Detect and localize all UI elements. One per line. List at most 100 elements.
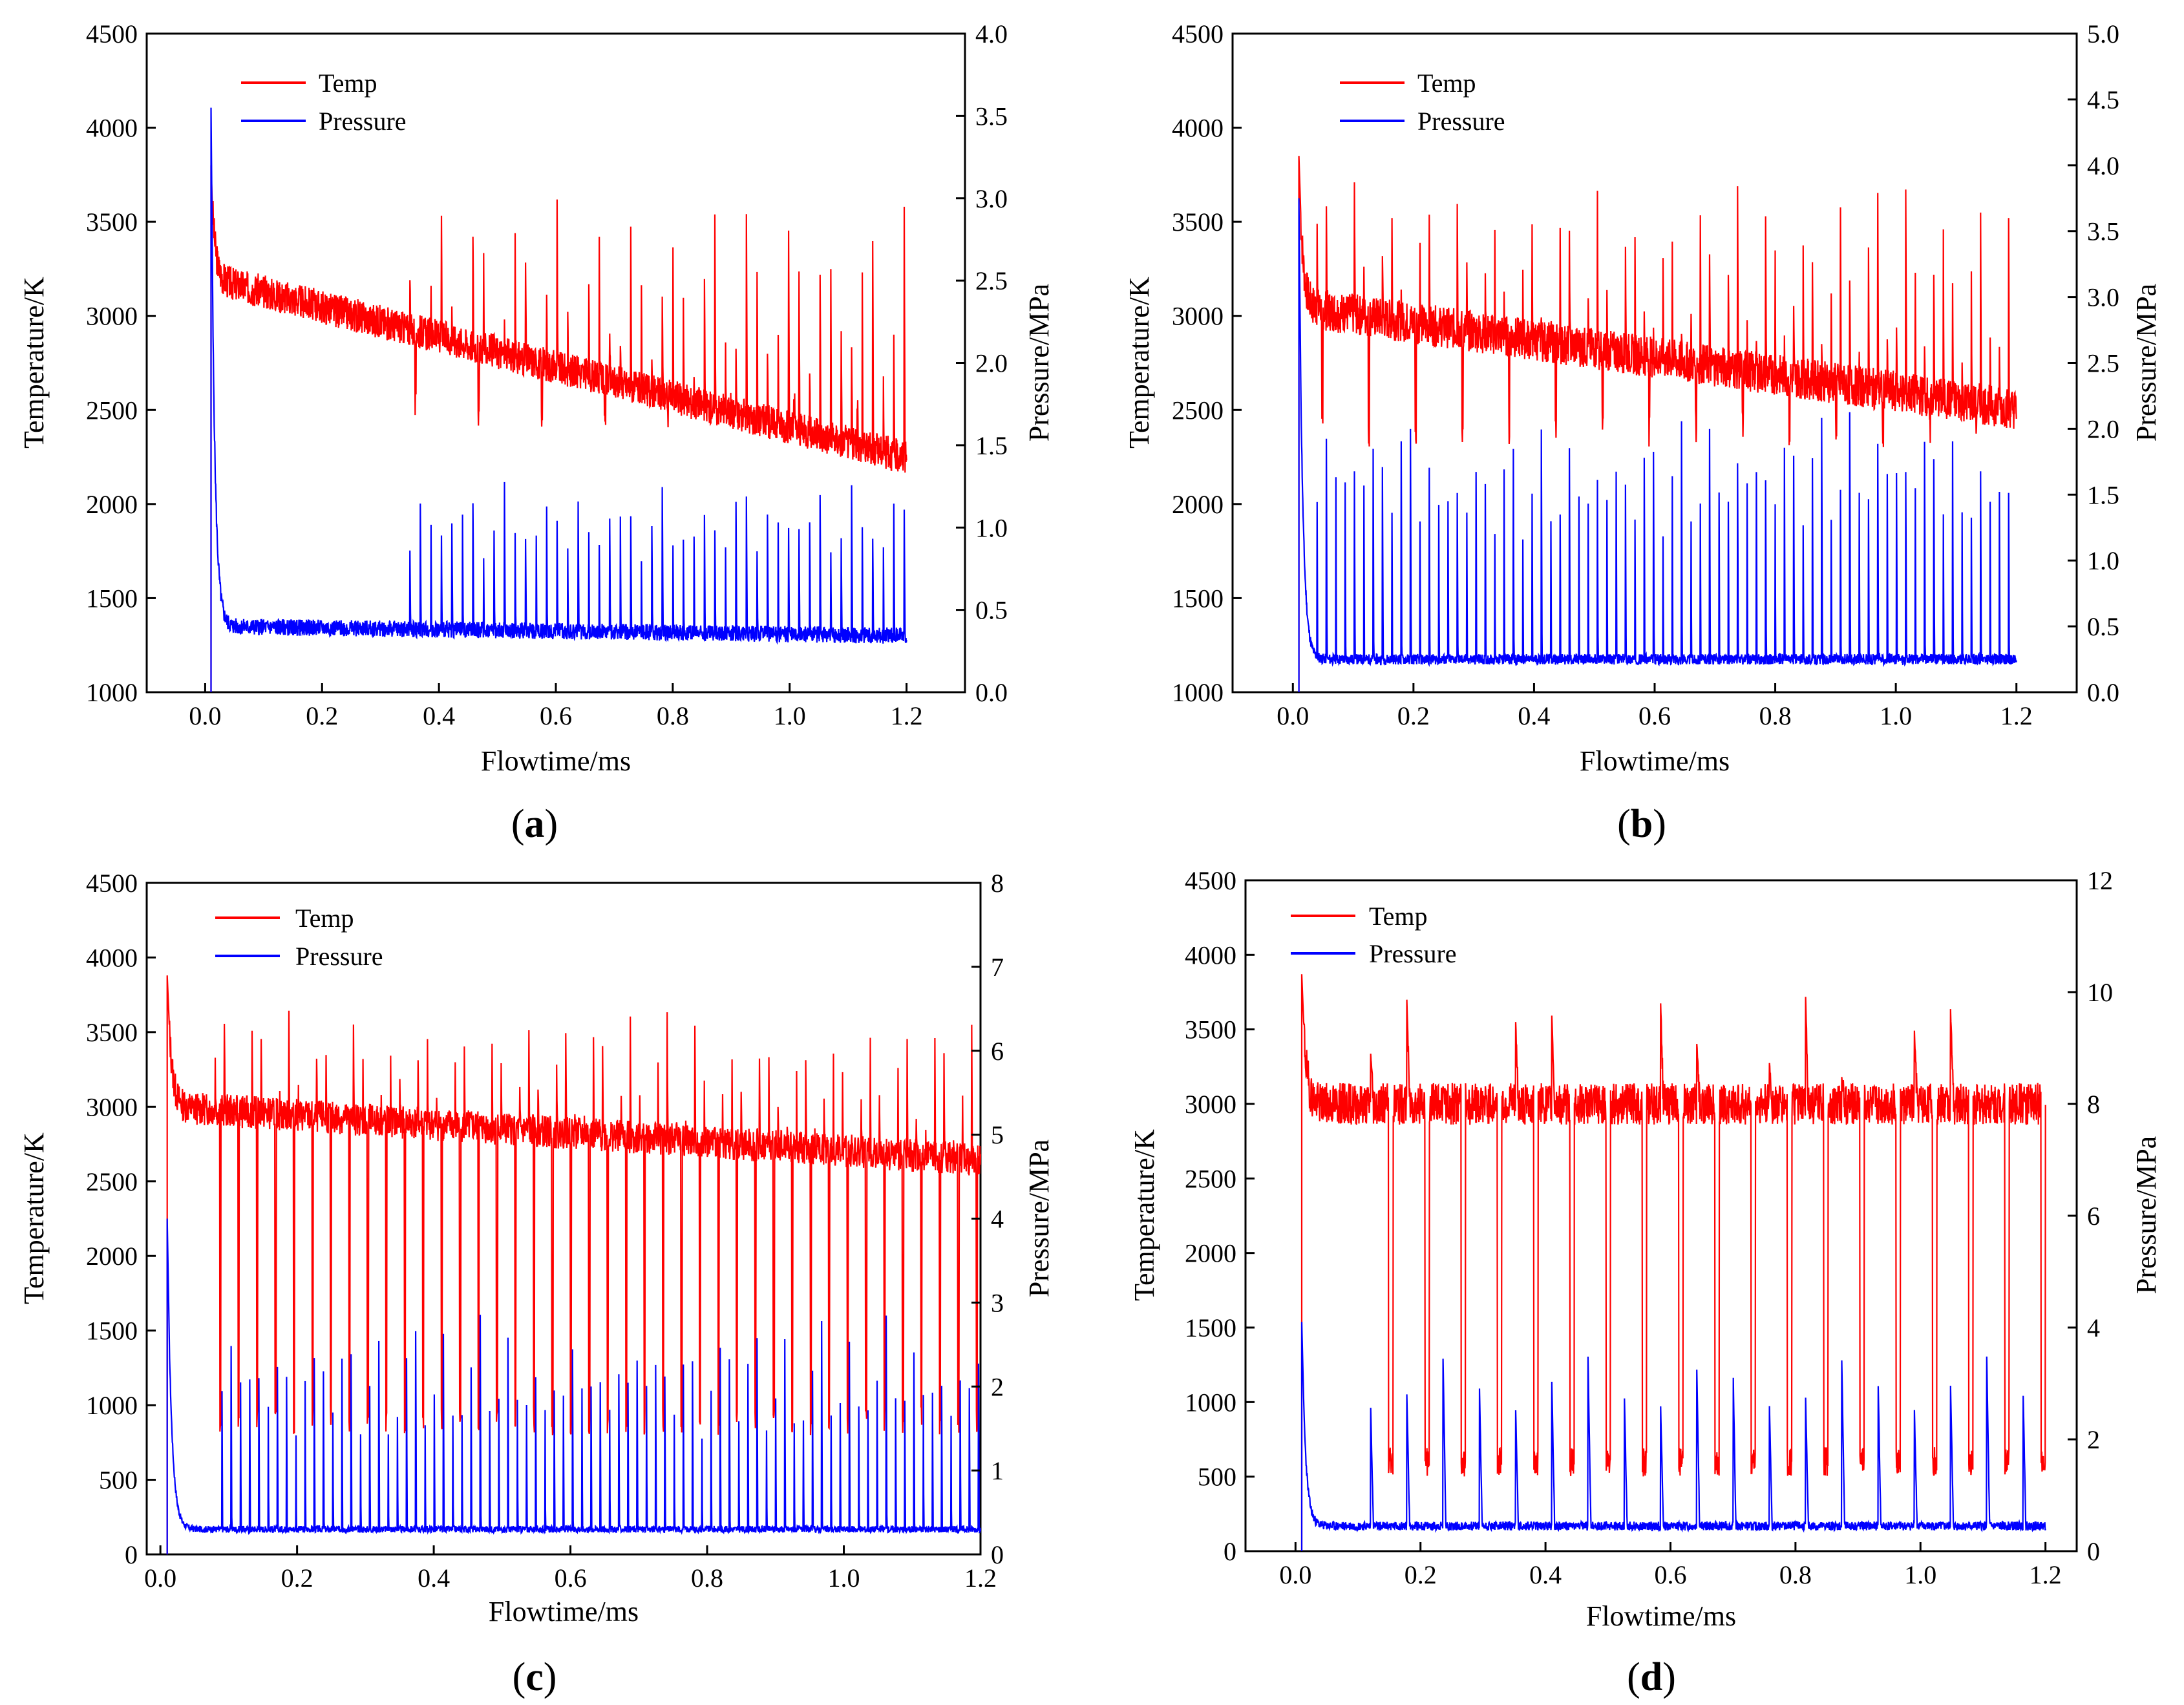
legend: Temp Pressure bbox=[215, 904, 383, 971]
y-tick-label: 1000 bbox=[1185, 1388, 1236, 1417]
y-tick-label: 3000 bbox=[1172, 302, 1224, 331]
y2-tick-label: 0.0 bbox=[2087, 678, 2119, 707]
y-tick-label: 2500 bbox=[1185, 1164, 1236, 1193]
x-axis-title: Flowtime/ms bbox=[1586, 1600, 1736, 1632]
panel-label: (b) bbox=[1617, 802, 1666, 846]
x-tick-label: 0.8 bbox=[1759, 701, 1792, 730]
x-tick-label: 0.0 bbox=[189, 701, 221, 730]
temp-series-line bbox=[1298, 156, 2017, 692]
y-tick-label: 3500 bbox=[1172, 207, 1224, 237]
y2-tick-label: 12 bbox=[2087, 866, 2113, 895]
x-tick-label: 1.2 bbox=[891, 701, 923, 730]
temp-series-line bbox=[1300, 974, 2046, 1551]
legend: Temp Pressure bbox=[1340, 69, 1505, 136]
pressure-series-line bbox=[1300, 1322, 2046, 1551]
y2-axis-title: Pressure/MPa bbox=[1023, 1139, 1055, 1297]
y-tick-label: 1000 bbox=[1172, 678, 1224, 707]
y2-tick-label: 0 bbox=[2087, 1537, 2100, 1566]
y-tick-label: 2500 bbox=[86, 396, 138, 425]
tick-layer: 0.0 0.2 0.4 0.6 0.8 1.0 1.2 1000 1500 2000 2500 300… bbox=[1172, 19, 2119, 730]
y-tick-label: 4000 bbox=[86, 943, 138, 972]
y2-tick-label: 1.5 bbox=[975, 431, 1008, 460]
y2-tick-label: 5 bbox=[991, 1121, 1004, 1150]
y2-tick-label: 3.5 bbox=[975, 101, 1008, 131]
y-tick-label: 1000 bbox=[86, 1391, 138, 1420]
y2-tick-label: 8 bbox=[2087, 1090, 2100, 1119]
x-tick-label: 0.0 bbox=[144, 1563, 176, 1593]
x-tick-label: 1.0 bbox=[1904, 1560, 1936, 1589]
y-tick-label: 500 bbox=[99, 1466, 138, 1495]
tick-layer: 0.0 0.2 0.4 0.6 0.8 1.0 1.2 1000 1500 2000 2500 300… bbox=[86, 19, 1008, 730]
y2-tick-label: 4 bbox=[991, 1205, 1004, 1234]
x-tick-label: 0.2 bbox=[1405, 1560, 1437, 1589]
x-tick-label: 0.8 bbox=[657, 701, 689, 730]
series-layer bbox=[1300, 974, 2046, 1551]
y-tick-label: 2000 bbox=[1172, 490, 1224, 519]
pressure-series-line bbox=[1298, 198, 2017, 692]
y-tick-label: 4000 bbox=[1172, 114, 1224, 143]
y2-tick-label: 2.0 bbox=[2087, 414, 2119, 443]
y-tick-label: 3500 bbox=[1185, 1015, 1236, 1044]
y-tick-label: 1000 bbox=[86, 678, 138, 707]
x-tick-label: 0.4 bbox=[423, 701, 455, 730]
y2-tick-label: 2 bbox=[2087, 1425, 2100, 1454]
x-tick-label: 0.6 bbox=[1638, 701, 1671, 730]
legend-temp-label: Temp bbox=[295, 904, 354, 933]
legend-pressure-label: Pressure bbox=[1369, 939, 1457, 968]
legend-temp-label: Temp bbox=[1417, 69, 1476, 98]
panel-c: 0.0 0.2 0.4 0.6 0.8 1.0 1.20500100015002000250… bbox=[18, 869, 1055, 1699]
y-tick-label: 2500 bbox=[1172, 396, 1224, 425]
y-tick-label: 2000 bbox=[86, 490, 138, 519]
y-axis-title: Temperature/K bbox=[18, 1132, 50, 1304]
series-layer bbox=[210, 107, 907, 692]
y-tick-label: 0 bbox=[125, 1540, 138, 1569]
x-tick-label: 0.4 bbox=[418, 1563, 450, 1593]
series-layer bbox=[1298, 156, 2017, 692]
x-tick-label: 1.0 bbox=[774, 701, 806, 730]
x-tick-label: 0.4 bbox=[1518, 701, 1550, 730]
x-tick-label: 0.6 bbox=[540, 701, 572, 730]
y2-tick-label: 0.5 bbox=[975, 596, 1008, 625]
legend-temp-label: Temp bbox=[1369, 902, 1428, 931]
y-axis-title: Temperature/K bbox=[1123, 277, 1155, 449]
y-tick-label: 0 bbox=[1224, 1537, 1236, 1566]
y2-tick-label: 0.0 bbox=[975, 678, 1008, 707]
y2-tick-label: 6 bbox=[991, 1037, 1004, 1066]
y2-tick-label: 1.0 bbox=[2087, 546, 2119, 575]
y2-tick-label: 8 bbox=[991, 869, 1004, 898]
y2-tick-label: 5.0 bbox=[2087, 19, 2119, 48]
x-tick-label: 1.0 bbox=[1880, 701, 1912, 730]
x-tick-label: 0.4 bbox=[1529, 1560, 1562, 1589]
x-tick-label: 1.0 bbox=[828, 1563, 860, 1593]
y2-tick-label: 3 bbox=[991, 1288, 1004, 1317]
y2-tick-label: 1 bbox=[991, 1456, 1004, 1485]
legend-temp-label: Temp bbox=[319, 69, 377, 98]
y-tick-label: 1500 bbox=[86, 1317, 138, 1346]
y-tick-label: 3000 bbox=[86, 302, 138, 331]
y2-tick-label: 3.0 bbox=[975, 184, 1008, 213]
y-tick-label: 500 bbox=[1198, 1463, 1236, 1492]
y2-tick-label: 3.5 bbox=[2087, 217, 2119, 246]
y2-tick-label: 1.5 bbox=[2087, 480, 2119, 509]
x-tick-label: 1.2 bbox=[2000, 701, 2033, 730]
legend-pressure-label: Pressure bbox=[1417, 107, 1505, 136]
y-tick-label: 1500 bbox=[1172, 584, 1224, 613]
legend: Temp Pressure bbox=[241, 69, 407, 136]
y2-tick-label: 0 bbox=[991, 1540, 1004, 1569]
panel-label: (c) bbox=[513, 1655, 557, 1699]
pressure-series-line bbox=[210, 107, 907, 692]
series-layer bbox=[166, 975, 982, 1554]
x-tick-label: 0.2 bbox=[281, 1563, 313, 1593]
y2-tick-label: 0.5 bbox=[2087, 612, 2119, 641]
y2-tick-label: 4 bbox=[2087, 1313, 2100, 1342]
y-axis-title: Temperature/K bbox=[18, 277, 50, 449]
x-axis-title: Flowtime/ms bbox=[489, 1596, 639, 1627]
y-tick-label: 3500 bbox=[86, 1018, 138, 1047]
x-tick-label: 0.8 bbox=[691, 1563, 723, 1593]
x-tick-label: 1.2 bbox=[2030, 1560, 2062, 1589]
y-tick-label: 2000 bbox=[1185, 1239, 1236, 1268]
y2-tick-label: 2.5 bbox=[975, 266, 1008, 295]
panel-label: (a) bbox=[511, 802, 558, 846]
y2-axis-title: Pressure/MPa bbox=[1023, 284, 1055, 441]
y-tick-label: 1500 bbox=[1185, 1313, 1236, 1342]
